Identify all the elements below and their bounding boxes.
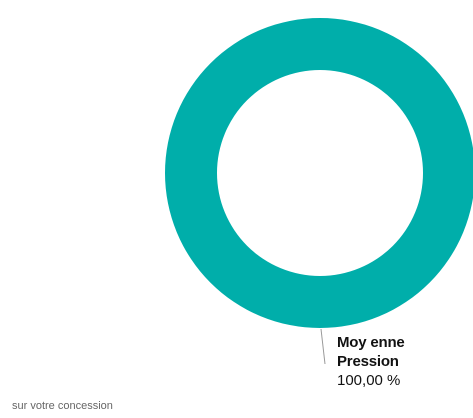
donut-slice-moyenne-pression[interactable] (165, 18, 473, 328)
slice-name-line1: Moy enne (337, 334, 405, 351)
slice-name-line2: Pression (337, 353, 399, 370)
footnote-text: sur votre concession (12, 400, 113, 412)
slice-percentage: 100,00 % (337, 372, 401, 389)
leader-line (320, 328, 326, 365)
slice-label-moyenne-pression: Moy enne Pression 100,00 % (337, 333, 405, 390)
